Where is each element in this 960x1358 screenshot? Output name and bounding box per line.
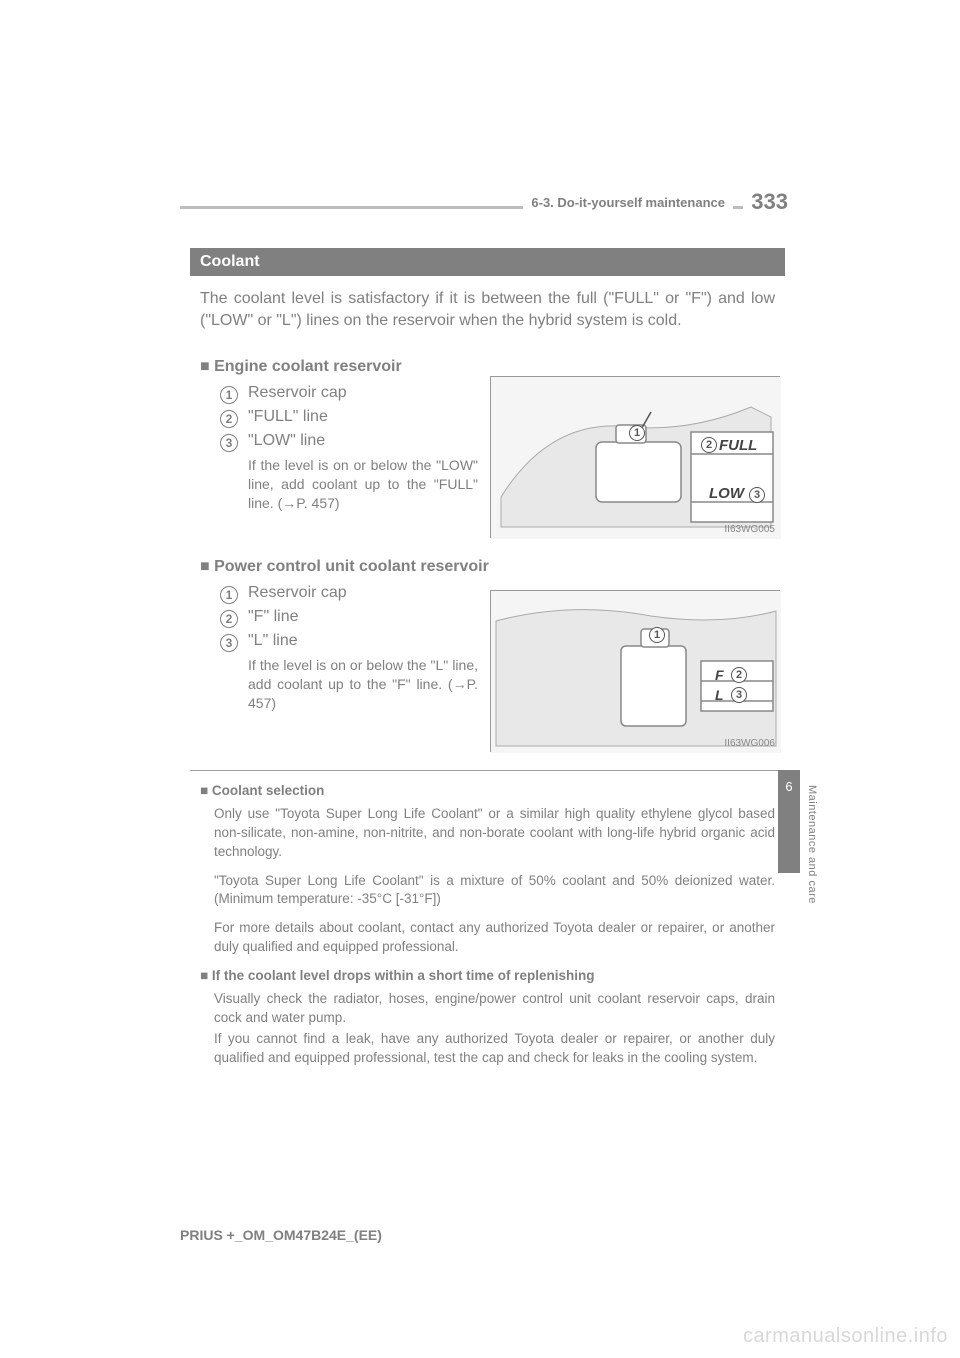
square-bullet-icon: ■ [200, 783, 212, 798]
circled-number-icon: 1 [220, 386, 238, 404]
circled-number-icon: 2 [220, 610, 238, 628]
list-item-label: Reservoir cap [248, 384, 468, 402]
note-paragraph: If you cannot find a leak, have any auth… [214, 1030, 775, 1068]
list-item-label: "FULL" line [248, 408, 468, 426]
diagram-label: F [715, 667, 724, 683]
list-item-label: Reservoir cap [248, 584, 468, 602]
diagram-callout: 2 [731, 667, 747, 683]
sub2-heading-text: Power control unit coolant reservoir [214, 558, 489, 575]
diagram-callout: 3 [731, 687, 747, 703]
note-paragraph: Only use "Toyota Super Long Life Coolant… [214, 805, 775, 862]
note-paragraph: For more details about coolant, contact … [214, 919, 775, 957]
notes-section: ■ Coolant selection Only use "Toyota Sup… [200, 782, 775, 1078]
power-control-coolant-diagram: 1 2 3 F L II63WG006 [490, 590, 780, 752]
engine-coolant-diagram: 1 2 3 FULL LOW II63WG005 [490, 376, 780, 538]
circled-number-icon: 1 [220, 586, 238, 604]
notes-divider [190, 770, 785, 771]
square-bullet-icon: ■ [200, 968, 212, 983]
watermark: carmanualsonline.info [743, 1325, 948, 1348]
circled-number-icon: 3 [220, 634, 238, 652]
list-item-label: "LOW" line [248, 432, 468, 450]
diagram-code: II63WG006 [724, 738, 775, 749]
note-heading-text: If the coolant level drops within a shor… [212, 968, 595, 983]
footer-model-code: PRIUS +_OM_OM47B24E_(EE) [180, 1227, 382, 1243]
diagram-label: L [715, 687, 724, 703]
circled-number-icon: 3 [220, 434, 238, 452]
sub2-note: If the level is on or below the "L" line… [248, 656, 478, 713]
chapter-number: 6 [778, 776, 800, 798]
list-item-label: "F" line [248, 608, 468, 626]
diagram-callout: 1 [629, 425, 645, 441]
page: 6-3. Do-it-yourself maintenance 333 Cool… [0, 0, 960, 1358]
circled-number-icon: 2 [220, 410, 238, 428]
diagram-svg [491, 377, 781, 539]
page-number: 333 [743, 189, 788, 215]
diagram-label: FULL [719, 437, 757, 454]
note-heading: ■ If the coolant level drops within a sh… [200, 967, 775, 986]
chapter-side-tab: 6 [778, 770, 800, 873]
sub1-heading: ■ Engine coolant reservoir [200, 358, 775, 376]
page-header: 6-3. Do-it-yourself maintenance 333 [180, 195, 788, 219]
list-item-label: "L" line [248, 632, 468, 650]
diagram-callout: 1 [649, 627, 665, 643]
diagram-code: II63WG005 [724, 524, 775, 535]
note-paragraph: Visually check the radiator, hoses, engi… [214, 990, 775, 1028]
section-title: Coolant [190, 248, 785, 276]
square-bullet-icon: ■ [200, 358, 214, 375]
sub1-note: If the level is on or below the "LOW" li… [248, 456, 478, 513]
note-heading: ■ Coolant selection [200, 782, 775, 801]
sub1-heading-text: Engine coolant reservoir [214, 358, 402, 375]
diagram-label: LOW [709, 485, 744, 502]
sub2-heading: ■ Power control unit coolant reservoir [200, 558, 775, 576]
diagram-callout: 2 [701, 437, 717, 453]
note-paragraph: "Toyota Super Long Life Coolant" is a mi… [214, 872, 775, 910]
square-bullet-icon: ■ [200, 558, 214, 575]
note-heading-text: Coolant selection [212, 783, 325, 798]
diagram-callout: 3 [749, 487, 765, 503]
chapter-side-text: Maintenance and care [806, 785, 818, 935]
intro-paragraph: The coolant level is satisfactory if it … [200, 288, 775, 331]
chapter-label: 6-3. Do-it-yourself maintenance [523, 195, 733, 210]
